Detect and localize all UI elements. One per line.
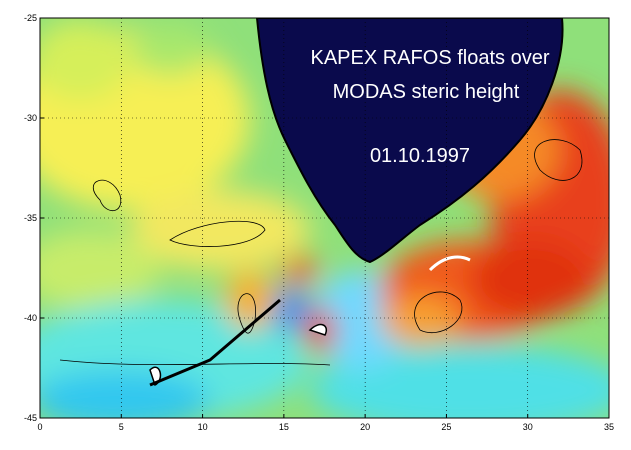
y-tick-label: -35 [24,213,37,223]
x-tick-label: 35 [604,422,614,432]
x-tick-label: 0 [37,422,42,432]
x-tick-label: 5 [119,422,124,432]
y-tick-label: -40 [24,313,37,323]
steric-height-field [40,18,609,418]
date: 01.10.1997 [370,145,470,167]
x-tick-label: 10 [198,422,208,432]
x-tick-label: 25 [441,422,451,432]
title-line: KAPEX RAFOS floats over [311,47,550,69]
x-tick-label: 30 [523,422,533,432]
y-tick-label: -30 [24,113,37,123]
x-tick-label: 20 [360,422,370,432]
grid [39,17,610,419]
ticks: 0 5 10 15 20 25 30 35 -25 -30 -35 -40 -45 [24,13,614,432]
title-line: MODAS steric height [333,81,520,103]
y-tick-label: -45 [24,413,37,423]
y-tick-label: -25 [24,13,37,23]
x-tick-label: 15 [279,422,289,432]
